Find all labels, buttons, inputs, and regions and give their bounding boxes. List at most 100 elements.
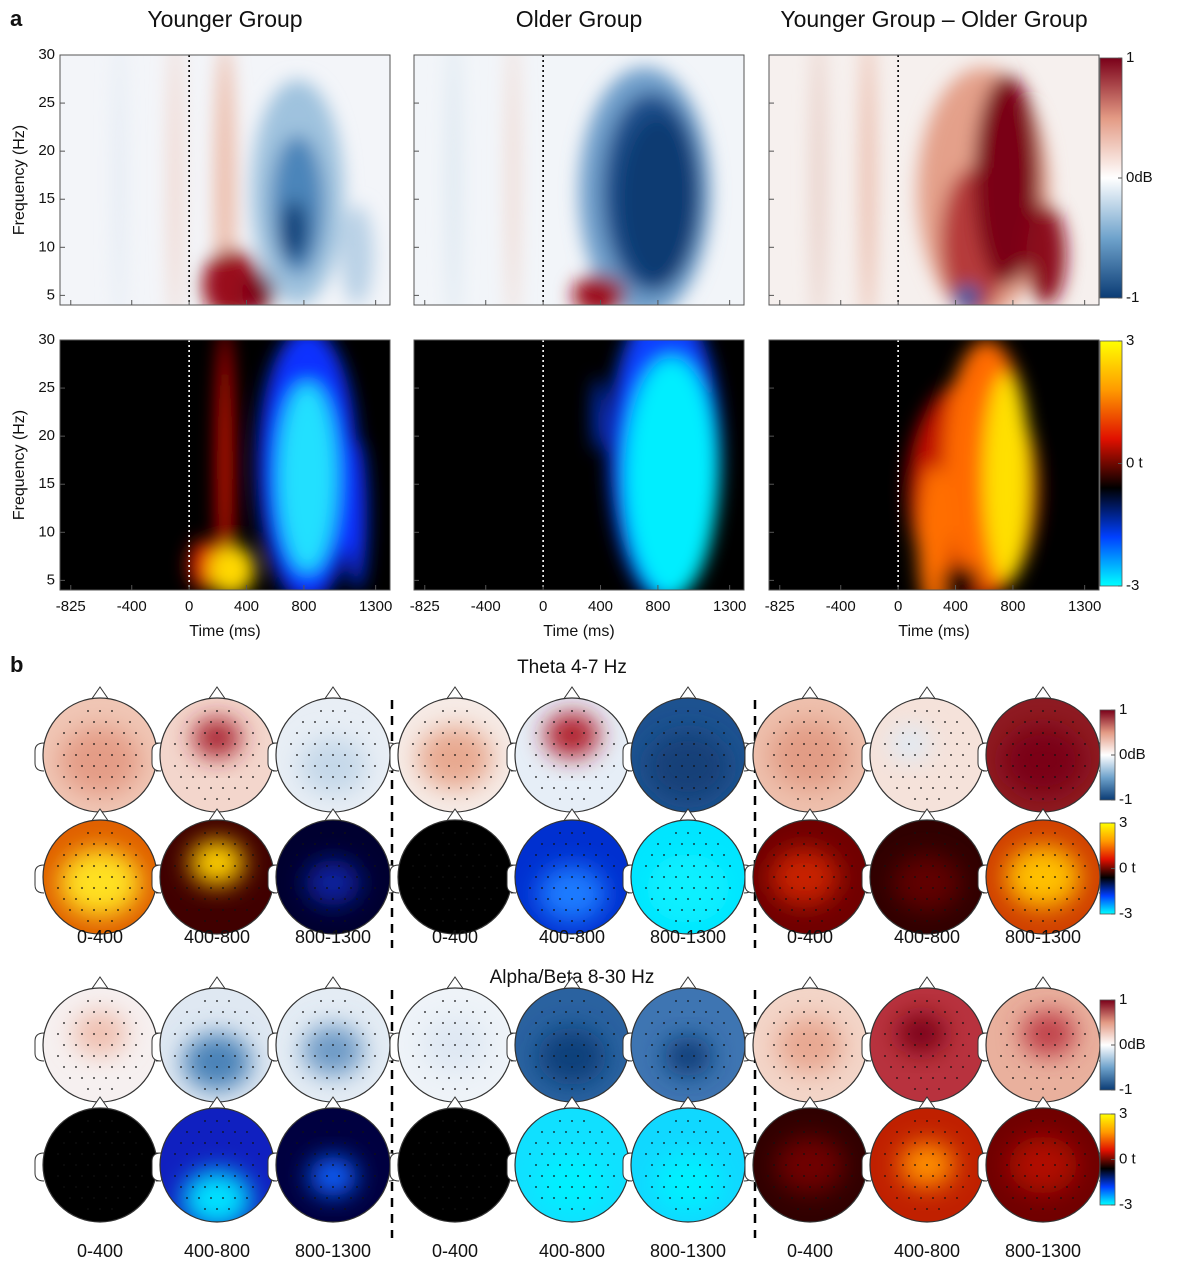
y-tick-label: 5 [47,286,55,303]
electrode [338,1033,340,1035]
electrode [442,876,444,878]
time-window-label: 400-800 [894,1241,960,1261]
electrode [675,898,677,900]
electrode [956,865,958,867]
electrode [1000,765,1002,767]
electrode [896,887,898,889]
electrode [583,776,585,778]
electrode [326,1175,328,1177]
electrode [571,1066,573,1068]
topomap-texture [537,865,607,923]
electrode [111,798,113,800]
topomap-region [889,726,931,761]
electrode [430,1022,432,1024]
electrode [839,1055,841,1057]
electrode [583,854,585,856]
electrode [1012,1011,1014,1013]
colorbar-tick-label: 0 t [1119,1150,1137,1167]
electrode [601,1055,603,1057]
y-axis-label: Frequency (Hz) [11,410,28,520]
electrode [135,776,137,778]
electrode [180,876,182,878]
electrode [1066,1044,1068,1046]
electrode [314,1153,316,1155]
electrode [1030,798,1032,800]
electrode [135,732,137,734]
electrode [117,1077,119,1079]
electrode [657,1197,659,1199]
electrode [657,1153,659,1155]
head-nose [917,808,937,823]
electrode [962,1142,964,1144]
electrode [687,1000,689,1002]
electrode [111,1044,113,1046]
electrode [490,876,492,878]
electrode [657,743,659,745]
electrode [809,832,811,834]
electrode [809,1022,811,1024]
electrode [320,1044,322,1046]
electrode [607,1044,609,1046]
electrode [723,1066,725,1068]
electrode [93,1077,95,1079]
x-tick-label: -825 [410,598,440,615]
electrode [717,787,719,789]
electrode [368,1022,370,1024]
electrode [821,1120,823,1122]
electrode [902,1044,904,1046]
electrode [607,1066,609,1068]
electrode [246,1175,248,1177]
head-nose [562,686,582,701]
electrode [308,1142,310,1144]
electrode [950,732,952,734]
electrode [779,1055,781,1057]
electrode [717,887,719,889]
electrode [1042,1044,1044,1046]
electrode [669,1197,671,1199]
electrode [657,765,659,767]
electrode [75,732,77,734]
electrode [198,1197,200,1199]
plot-frame [768,339,1100,591]
time-window-label: 0-400 [787,927,833,947]
electrode [332,776,334,778]
electrode [675,1022,677,1024]
topomap-region [664,1036,712,1077]
electrode [123,776,125,778]
electrode [1030,1066,1032,1068]
electrode [69,1033,71,1035]
electrode [210,787,212,789]
heatmap [414,55,744,305]
electrode [228,876,230,878]
electrode [896,1011,898,1013]
electrode [308,1044,310,1046]
electrode [547,776,549,778]
electrode [571,710,573,712]
head-ear [506,1152,517,1182]
electrode [356,1022,358,1024]
electrode [466,1164,468,1166]
electrode [186,743,188,745]
electrode [466,1088,468,1090]
electrode [1084,743,1086,745]
electrode [436,1055,438,1057]
electrode [344,1164,346,1166]
electrode [418,854,420,856]
electrode [968,887,970,889]
electrode [797,1000,799,1002]
electrode [117,1011,119,1013]
electrode [1006,1044,1008,1046]
electrode [81,1055,83,1057]
electrode [290,887,292,889]
electrode [791,843,793,845]
electrode [1000,743,1002,745]
electrode [216,776,218,778]
electrode [1030,1164,1032,1166]
electrode [442,1186,444,1188]
electrode [460,865,462,867]
electrode [839,743,841,745]
electrode [472,721,474,723]
electrode [809,710,811,712]
electrode [472,843,474,845]
electrode [821,1000,823,1002]
